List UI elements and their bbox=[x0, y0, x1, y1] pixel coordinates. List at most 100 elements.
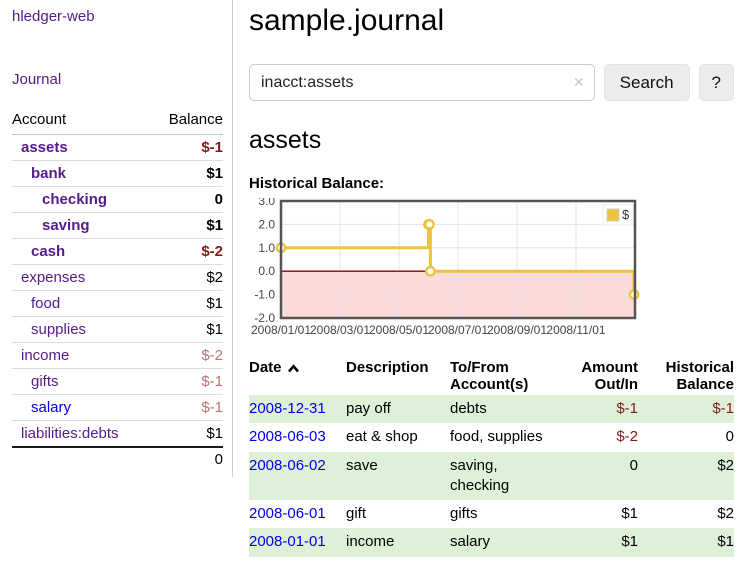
transaction-description: pay off bbox=[346, 400, 391, 417]
balance-chart: $3.0 2.0 1.0 0.0 -1.0 -2.02008/01/012008/03/0… bbox=[251, 198, 640, 337]
account-link-cash[interactable]: cash bbox=[31, 243, 66, 260]
transaction-date-link[interactable]: 2008-12-31 bbox=[249, 400, 326, 417]
register-row: 2008-12-31 pay off debts $-1 $-1 bbox=[249, 395, 734, 424]
account-balance: $1 bbox=[206, 425, 223, 442]
account-link-expenses[interactable]: expenses bbox=[21, 269, 86, 286]
accounts-total-row: 0 bbox=[12, 446, 223, 471]
account-link-checking[interactable]: checking bbox=[42, 191, 108, 208]
account-row-saving: saving $1 bbox=[12, 212, 223, 239]
account-heading: assets bbox=[249, 126, 322, 154]
transaction-description: save bbox=[346, 456, 378, 474]
chart-label: Historical Balance: bbox=[249, 175, 385, 192]
transaction-amount: $1 bbox=[621, 533, 638, 551]
account-link-supplies[interactable]: supplies bbox=[31, 321, 87, 338]
account-link-saving[interactable]: saving bbox=[42, 217, 90, 234]
account-balance: $1 bbox=[151, 316, 223, 343]
register-header-date[interactable]: Date bbox=[249, 357, 346, 395]
transaction-description: eat & shop bbox=[346, 428, 418, 446]
svg-text:3.0: 3.0 bbox=[258, 198, 275, 208]
date-header-label: Date bbox=[249, 359, 282, 376]
main-content: sample.journal ✕ Search ? assets Histori… bbox=[233, 0, 742, 557]
account-link-gifts[interactable]: gifts bbox=[31, 373, 59, 390]
transaction-amount: $-2 bbox=[616, 428, 638, 446]
sidebar-item-journal[interactable]: Journal bbox=[12, 71, 62, 88]
account-row-liabilities-debts: liabilities:debts $1 bbox=[12, 421, 223, 448]
transaction-accounts: salary bbox=[450, 533, 491, 551]
account-row-expenses: expenses $2 bbox=[12, 264, 223, 291]
account-row-income: income $-2 bbox=[12, 342, 223, 369]
account-link-food[interactable]: food bbox=[31, 295, 61, 312]
page-title: sample.journal bbox=[249, 4, 445, 37]
accounts-header-row: Account Balance bbox=[12, 108, 223, 135]
account-balance: $1 bbox=[151, 290, 223, 317]
register-row: 2008-06-03 eat & shop food, supplies $-2… bbox=[249, 423, 734, 451]
transaction-balance: $2 bbox=[717, 505, 734, 522]
transaction-amount: $-1 bbox=[616, 400, 638, 417]
transaction-balance: $1 bbox=[717, 533, 734, 551]
transaction-description: income bbox=[346, 533, 395, 551]
transaction-date-link[interactable]: 2008-06-01 bbox=[249, 505, 326, 522]
clear-search-icon[interactable]: ✕ bbox=[572, 74, 585, 90]
account-link-income[interactable]: income bbox=[21, 347, 70, 364]
svg-text:2008/09/01: 2008/09/01 bbox=[487, 323, 547, 337]
svg-text:$: $ bbox=[622, 207, 630, 222]
accounts-header-account: Account bbox=[12, 108, 152, 135]
svg-text:1.0: 1.0 bbox=[258, 241, 275, 255]
register-row: 2008-01-01 income salary $1 $1 bbox=[249, 528, 734, 557]
account-row-food: food $1 bbox=[12, 290, 223, 317]
account-balance: 0 bbox=[151, 186, 223, 213]
account-balance: $-1 bbox=[151, 368, 223, 395]
transaction-accounts: gifts bbox=[450, 505, 478, 522]
account-row-supplies: supplies $1 bbox=[12, 316, 223, 343]
register-table: Date Description To/From Account(s) Amoun… bbox=[249, 357, 734, 557]
svg-text:2008/11/01: 2008/11/01 bbox=[546, 323, 605, 337]
account-link-salary[interactable]: salary bbox=[31, 399, 72, 416]
register-header-description: Description bbox=[346, 359, 429, 376]
account-row-checking: checking 0 bbox=[12, 186, 223, 213]
account-link-liabilities-debts[interactable]: liabilities:debts bbox=[21, 425, 119, 442]
transaction-date-link[interactable]: 2008-01-01 bbox=[249, 533, 326, 551]
transaction-accounts: debts bbox=[450, 400, 487, 417]
account-row-salary: salary $-1 bbox=[12, 394, 223, 421]
account-row-bank: bank $1 bbox=[12, 160, 223, 187]
account-balance: $-2 bbox=[151, 342, 223, 369]
transaction-balance: 0 bbox=[725, 428, 734, 446]
account-row-gifts: gifts $-1 bbox=[12, 368, 223, 395]
register-row: 2008-06-02 save saving, checking 0 $2 bbox=[249, 451, 734, 500]
account-balance: $-2 bbox=[151, 238, 223, 265]
account-link-bank[interactable]: bank bbox=[31, 165, 67, 182]
accounts-header-balance: Balance bbox=[151, 108, 223, 135]
help-button[interactable]: ? bbox=[698, 64, 734, 101]
svg-text:0.0: 0.0 bbox=[258, 264, 275, 278]
transaction-accounts: saving, checking bbox=[450, 456, 510, 494]
account-balance: $-1 bbox=[151, 134, 223, 161]
account-row-assets: assets $-1 bbox=[12, 134, 223, 161]
brand-link[interactable]: hledger-web bbox=[12, 8, 95, 25]
accounts-total-value: 0 bbox=[151, 446, 223, 471]
page: hledger-web Journal Account Balance asse… bbox=[0, 0, 742, 557]
register-header-row: Date Description To/From Account(s) Amoun… bbox=[249, 357, 734, 395]
transaction-balance: $2 bbox=[717, 456, 734, 474]
account-balance: $2 bbox=[151, 264, 223, 291]
transaction-date-link[interactable]: 2008-06-03 bbox=[249, 428, 326, 446]
transaction-description: gift bbox=[346, 505, 367, 522]
svg-text:2008/03/01: 2008/03/01 bbox=[310, 323, 370, 337]
transaction-date-link[interactable]: 2008-06-02 bbox=[249, 456, 326, 474]
search-button[interactable]: Search bbox=[603, 64, 690, 101]
account-balance: $1 bbox=[151, 212, 223, 239]
account-balance: $-1 bbox=[151, 394, 223, 421]
account-balance: $1 bbox=[151, 160, 223, 187]
svg-text:2008/01/01: 2008/01/01 bbox=[251, 323, 311, 337]
account-link-assets[interactable]: assets bbox=[21, 139, 68, 156]
transaction-balance: $-1 bbox=[712, 400, 734, 417]
sidebar: hledger-web Journal Account Balance asse… bbox=[0, 0, 233, 477]
chevron-up-icon bbox=[287, 364, 299, 373]
register-header-balance: Historical Balance bbox=[665, 359, 734, 393]
svg-text:2008/07/01: 2008/07/01 bbox=[428, 323, 488, 337]
search-form: ✕ Search ? bbox=[249, 64, 734, 101]
register-header-amount: Amount Out/In bbox=[581, 359, 638, 393]
transaction-accounts: food, supplies bbox=[450, 428, 543, 446]
account-row-cash: cash $-2 bbox=[12, 238, 223, 265]
accounts-table: Account Balance assets $-1 bank $1 check… bbox=[12, 108, 223, 471]
search-input[interactable] bbox=[249, 64, 595, 101]
